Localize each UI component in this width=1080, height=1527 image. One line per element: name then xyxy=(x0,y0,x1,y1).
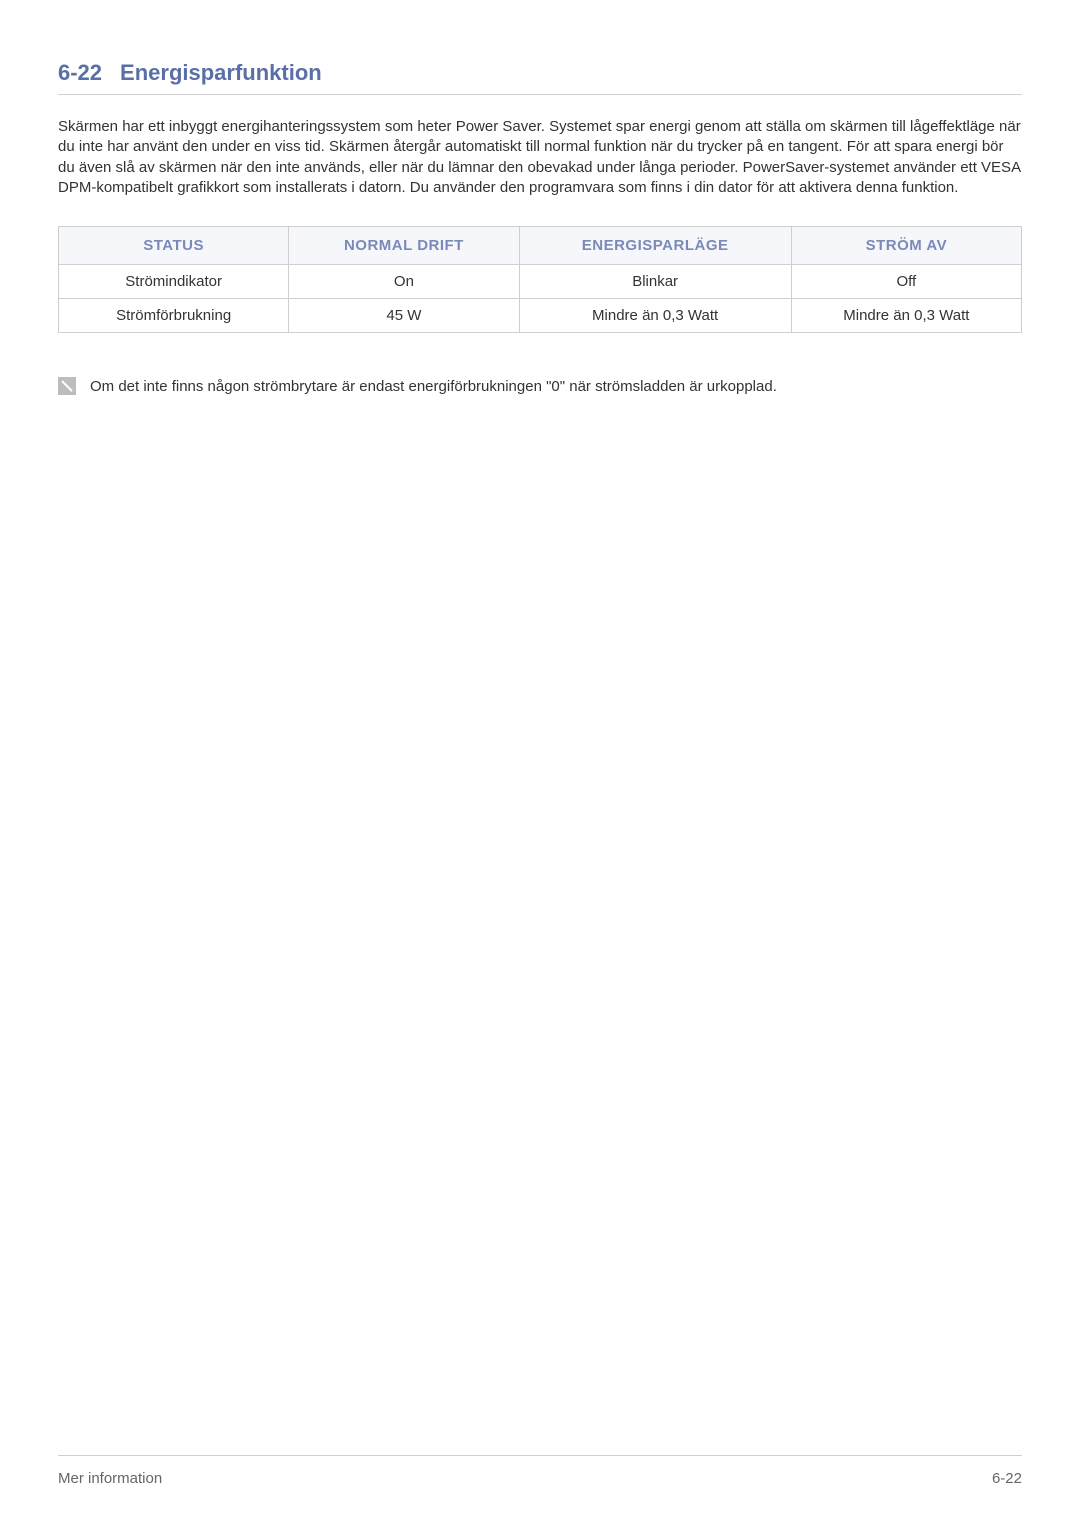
cell: Mindre än 0,3 Watt xyxy=(519,299,791,333)
table-row: Strömförbrukning 45 W Mindre än 0,3 Watt… xyxy=(59,299,1022,333)
footer-left: Mer information xyxy=(58,1470,162,1487)
intro-paragraph: Skärmen har ett inbyggt energihanterings… xyxy=(58,117,1022,198)
page-footer: Mer information 6-22 xyxy=(58,1455,1022,1487)
col-off: STRÖM AV xyxy=(791,227,1021,265)
cell: 45 W xyxy=(289,299,519,333)
col-normal: NORMAL DRIFT xyxy=(289,227,519,265)
section-heading: 6-22 Energisparfunktion xyxy=(58,60,1022,95)
cell: Mindre än 0,3 Watt xyxy=(791,299,1021,333)
power-status-table: STATUS NORMAL DRIFT ENERGISPARLÄGE STRÖM… xyxy=(58,226,1022,333)
heading-number: 6-22 xyxy=(58,60,102,86)
col-status: STATUS xyxy=(59,227,289,265)
note-text: Om det inte finns någon strömbrytare är … xyxy=(90,377,777,397)
heading-title: Energisparfunktion xyxy=(120,60,322,86)
cell: Strömindikator xyxy=(59,265,289,299)
col-saving: ENERGISPARLÄGE xyxy=(519,227,791,265)
cell: Off xyxy=(791,265,1021,299)
table-header-row: STATUS NORMAL DRIFT ENERGISPARLÄGE STRÖM… xyxy=(59,227,1022,265)
cell: Strömförbrukning xyxy=(59,299,289,333)
cell: Blinkar xyxy=(519,265,791,299)
footer-right: 6-22 xyxy=(992,1470,1022,1487)
note-icon xyxy=(58,377,76,395)
table-row: Strömindikator On Blinkar Off xyxy=(59,265,1022,299)
cell: On xyxy=(289,265,519,299)
note: Om det inte finns någon strömbrytare är … xyxy=(58,377,1022,397)
